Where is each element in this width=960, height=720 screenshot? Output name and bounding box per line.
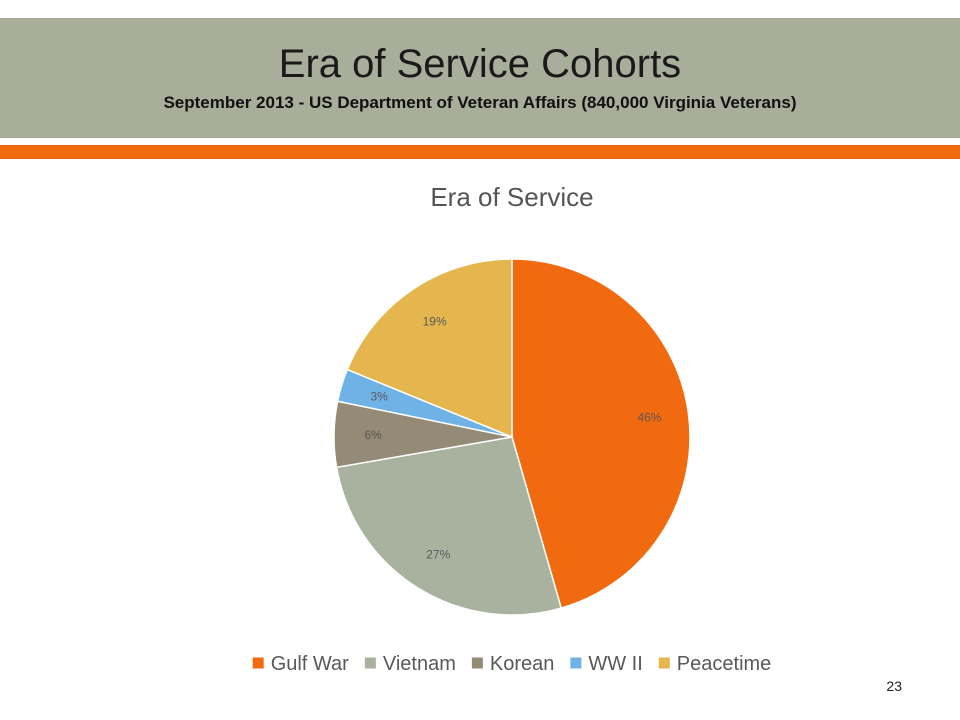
legend-label: Peacetime — [677, 653, 772, 675]
title-bar — [0, 18, 960, 138]
legend-swatch — [570, 657, 582, 669]
data-label: 6% — [365, 428, 383, 442]
legend: Gulf War Vietnam Korean WW II Peacetime — [252, 653, 772, 675]
pie-slice-peacetime — [346, 258, 513, 439]
accent-rule — [0, 145, 960, 159]
pie-slices — [333, 258, 691, 616]
slide-title: Era of Service Cohorts — [278, 42, 682, 86]
legend-label: Vietnam — [383, 653, 456, 675]
data-label: 27% — [426, 548, 450, 562]
legend-swatch — [658, 657, 670, 669]
data-label: 19% — [423, 315, 447, 329]
legend-label: Korean — [490, 653, 555, 675]
data-label: 46% — [637, 411, 661, 425]
legend-label: Gulf War — [271, 653, 349, 675]
legend-swatch — [471, 657, 483, 669]
chart-title: Era of Service — [430, 182, 593, 212]
data-label: 3% — [371, 390, 389, 404]
legend-swatch — [252, 657, 264, 669]
pie-slice-vietnam — [335, 436, 563, 616]
page-number: 23 — [886, 678, 902, 694]
legend-swatch — [364, 657, 376, 669]
legend-label: WW II — [588, 653, 642, 675]
slide-subtitle: September 2013 - US Department of Vetera… — [163, 93, 797, 112]
pie-slice-gulf-war — [511, 258, 691, 610]
pie-data-labels: 46% 27% 6% 3% 19% — [365, 315, 662, 562]
